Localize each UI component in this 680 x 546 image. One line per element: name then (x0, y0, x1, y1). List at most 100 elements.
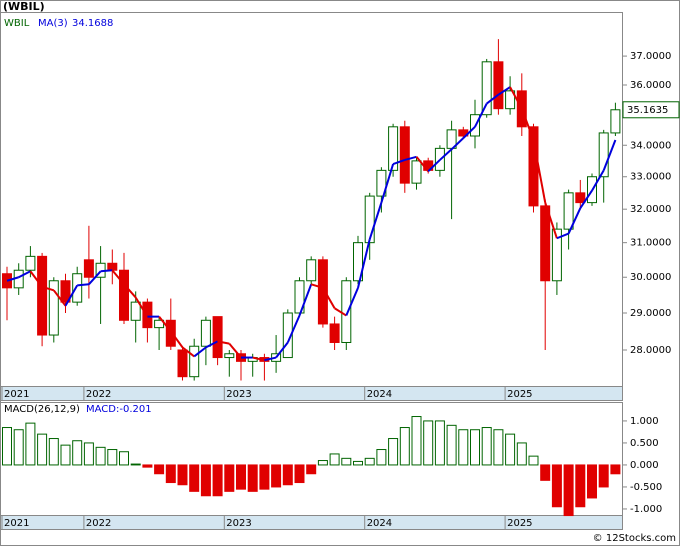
x-tick-label: 2025 (507, 518, 532, 529)
y-tick-label: 31.0000 (630, 238, 671, 249)
macd-bar (493, 429, 504, 466)
candle-body (48, 280, 59, 336)
x-tick-label: 2021 (4, 518, 29, 529)
ma-line (228, 342, 242, 359)
y-tick-label: 32.0000 (630, 204, 671, 215)
y-tick-label: 28.0000 (630, 345, 671, 356)
ma-line (579, 190, 593, 209)
ma-line (264, 356, 277, 362)
ma-line (310, 283, 324, 289)
ma-line (497, 86, 511, 96)
macd-bar (446, 424, 457, 466)
ma-line (357, 239, 371, 289)
ma-line (217, 340, 230, 345)
macd-bar (72, 440, 83, 466)
ma-line (205, 340, 219, 349)
ma-line (462, 126, 476, 139)
macd-bar (236, 464, 246, 490)
ma-line (368, 202, 383, 240)
macd-bar (575, 464, 586, 508)
x-axis-strip (0, 515, 623, 530)
y-tick-label: 30.0000 (630, 272, 671, 283)
macd-bar (470, 429, 480, 466)
ma-line (193, 346, 207, 358)
ma-line (509, 86, 523, 110)
candle-body (154, 319, 165, 329)
macd-bar (411, 416, 422, 466)
ma-line (123, 283, 137, 299)
ma-value: 34.1688 (72, 18, 113, 29)
ma-line (602, 139, 617, 171)
macd-value: MACD:-0.201 (86, 404, 152, 415)
ma-line (64, 284, 79, 307)
macd-name: MACD(26,12,9) (4, 404, 80, 415)
macd-bar (481, 427, 492, 466)
ma-line (322, 287, 336, 309)
candle-body (177, 349, 188, 378)
y-tick-label: 29.0000 (630, 308, 671, 319)
ma-line (415, 156, 429, 172)
macd-bar (341, 457, 352, 466)
candle-body (200, 319, 211, 347)
candle-body (130, 301, 141, 321)
y-tick-label: 1.000 (630, 416, 659, 427)
footer: © 12Stocks.com (593, 533, 676, 544)
ma-line (591, 169, 605, 192)
x-tick-label: 2024 (367, 389, 392, 400)
macd-bar (48, 438, 59, 466)
candle-body (388, 126, 399, 171)
macd-bar (177, 464, 188, 486)
candle-body (317, 259, 328, 325)
candle-body (72, 273, 83, 303)
ma-line (298, 283, 313, 316)
x-tick-label: 2022 (86, 518, 111, 529)
ma-line (380, 163, 395, 203)
candle-body (575, 192, 586, 204)
macd-bar (563, 464, 574, 517)
macd-bar (60, 444, 71, 466)
ma-line (41, 285, 55, 292)
candle-body (83, 259, 94, 278)
candle-body (212, 316, 223, 359)
ma-line (88, 270, 102, 285)
ma-line (169, 330, 184, 348)
y-tick-label: 33.0000 (630, 172, 671, 183)
macd-bar (224, 464, 235, 492)
ma-line (345, 287, 359, 316)
macd-bar (540, 464, 551, 481)
macd-bar (434, 420, 445, 466)
ma-line (111, 269, 125, 285)
symbol: WBIL (4, 18, 30, 29)
macd-bar (212, 464, 223, 497)
x-tick-label: 2024 (367, 518, 392, 529)
y-tick-label: 34.0000 (630, 140, 671, 151)
x-tick-label: 2025 (507, 389, 532, 400)
macd-bar (247, 464, 258, 492)
macd-bar (516, 442, 527, 466)
macd-bar (353, 460, 363, 466)
macd-bar (83, 442, 94, 466)
macd-bar (505, 433, 516, 466)
macd-bar (107, 449, 118, 466)
candle-body (411, 160, 422, 184)
ma-line (100, 269, 113, 273)
x-tick-label: 2022 (86, 389, 111, 400)
candle-body (551, 228, 562, 282)
y-tick-label: 0.500 (630, 438, 659, 449)
ma-line (567, 207, 582, 234)
macd-bar (95, 446, 106, 466)
ma-line (486, 93, 500, 105)
candle-body (341, 280, 352, 343)
candle-body (353, 242, 363, 282)
ma-line (520, 108, 535, 141)
candle-body (376, 169, 387, 197)
ma-line (404, 155, 417, 161)
ma-line (450, 137, 464, 151)
ma-line (474, 103, 488, 128)
macd-bar (13, 429, 24, 466)
macd-bar (189, 464, 200, 492)
ma-line (392, 158, 406, 165)
x-tick-label: 2023 (226, 518, 251, 529)
macd-bar (598, 464, 609, 488)
